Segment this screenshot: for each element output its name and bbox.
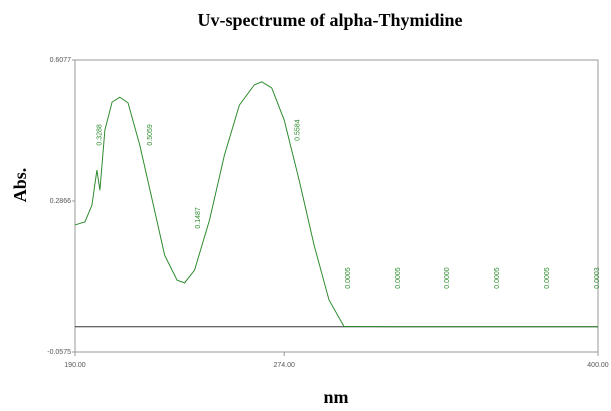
annotation: 0.1487 bbox=[195, 207, 202, 229]
annotation: 0.0005 bbox=[494, 267, 501, 289]
annotation: 0.3288 bbox=[97, 124, 104, 146]
y-tick-label: -0.0575 bbox=[47, 349, 71, 356]
x-tick-label: 274.00 bbox=[273, 362, 295, 369]
spectrum-line bbox=[74, 81, 598, 328]
x-tick-label: 400.00 bbox=[587, 362, 609, 369]
annotation: 0.0005 bbox=[395, 267, 402, 289]
annotation: 0.0003 bbox=[594, 267, 601, 289]
y-tick-label: 0.6077 bbox=[50, 57, 72, 64]
annotation: 0.0000 bbox=[444, 267, 451, 289]
y-tick-label: 0.2866 bbox=[50, 198, 72, 205]
annotation: 0.5584 bbox=[295, 119, 302, 141]
x-tick-label: 190.00 bbox=[64, 362, 86, 369]
annotation: 0.0005 bbox=[345, 267, 352, 289]
chart-title: Uv-spectrume of alpha-Thymidine bbox=[198, 10, 463, 30]
plot-frame bbox=[74, 59, 599, 353]
y-axis-label: Abs. bbox=[10, 168, 30, 203]
annotation: 0.0005 bbox=[544, 267, 551, 289]
annotation: 0.5059 bbox=[147, 124, 154, 146]
x-axis-label: nm bbox=[323, 387, 348, 407]
